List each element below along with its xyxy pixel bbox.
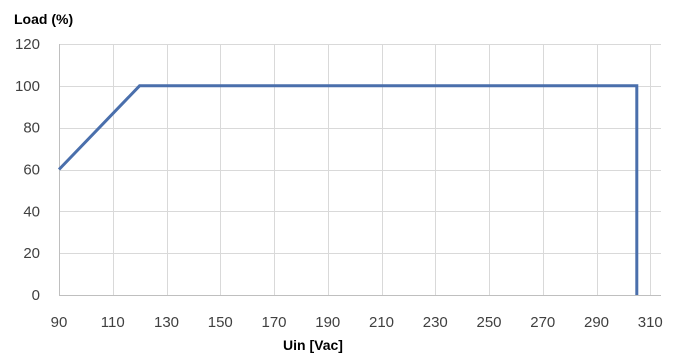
x-tick-label: 190: [315, 314, 340, 331]
y-tick-labels: 0 20 40 60 80 100 120: [15, 36, 40, 304]
x-tick-label: 90: [51, 314, 68, 331]
x-tick-label: 130: [154, 314, 179, 331]
x-tick-label: 270: [530, 314, 555, 331]
y-tick-label: 120: [15, 36, 40, 53]
y-tick-label: 80: [23, 120, 40, 137]
axes: [59, 44, 661, 296]
gridlines: [59, 44, 661, 295]
series-line: [57, 84, 639, 295]
y-tick-label: 20: [23, 245, 40, 262]
series-layer: [57, 84, 639, 295]
x-tick-label: 230: [423, 314, 448, 331]
y-tick-label: 100: [15, 78, 40, 95]
x-tick-label: 250: [476, 314, 501, 331]
y-tick-label: 40: [23, 203, 40, 220]
x-tick-label: 310: [638, 314, 663, 331]
x-axis-title: Uin [Vac]: [283, 337, 343, 353]
y-axis-title: Load (%): [14, 11, 73, 27]
x-tick-labels: 90 110 130 150 170 190 210 230 250 270 290 310: [51, 314, 663, 331]
y-tick-label: 0: [32, 287, 40, 304]
y-tick-label: 60: [23, 162, 40, 179]
x-tick-label: 290: [584, 314, 609, 331]
x-tick-label: 150: [208, 314, 233, 331]
x-tick-label: 170: [261, 314, 286, 331]
x-tick-label: 210: [369, 314, 394, 331]
x-tick-label: 110: [101, 314, 125, 331]
